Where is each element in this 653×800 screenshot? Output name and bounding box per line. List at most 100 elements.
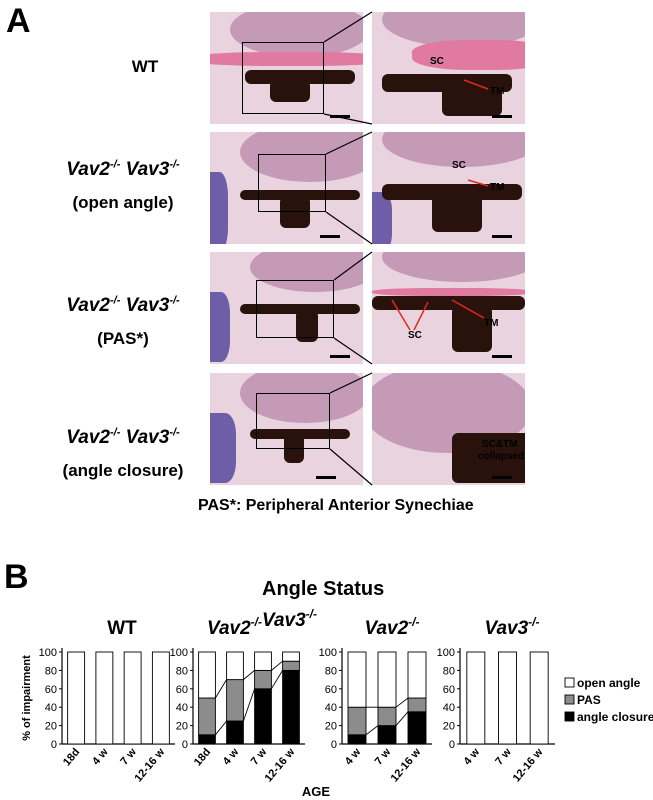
bar-angle-closure <box>407 711 427 745</box>
bar-open-angle <box>123 651 142 745</box>
bar-open-angle <box>254 651 272 671</box>
panel-title: Vav3-/- <box>485 615 540 639</box>
zoom-connectors <box>323 11 489 486</box>
label-sc: SC <box>408 330 422 341</box>
y-tick-label: 20 <box>176 721 188 733</box>
label-sc-tm: SC&TM <box>482 439 518 450</box>
y-tick-label: 0 <box>51 739 57 751</box>
x-tick-label: 12-16 w <box>263 746 298 785</box>
x-tick-label: 4 w <box>90 746 111 768</box>
connector-line <box>395 711 409 726</box>
micrograph-pas-overview <box>210 252 363 364</box>
bar-angle-closure <box>377 725 397 745</box>
x-tick-label: 18d <box>61 746 82 768</box>
bar-angle-closure <box>347 734 367 745</box>
y-tick-label: 0 <box>182 739 188 751</box>
bar-open-angle <box>67 651 86 745</box>
bar-angle-closure <box>198 734 216 745</box>
row-label-open-angle: Vav2-/- Vav3-/- (open angle) <box>38 152 208 223</box>
connector-line <box>215 679 227 699</box>
bar-pas <box>282 660 300 671</box>
micrograph-wt-overview <box>210 12 363 124</box>
micrograph-angle-closure-overview <box>210 373 363 485</box>
x-tick-label: 12-16 w <box>389 746 424 785</box>
bar-angle-closure <box>226 720 244 745</box>
y-tick-label: 60 <box>325 684 337 696</box>
legend-swatch <box>564 677 575 688</box>
bar-pas <box>377 706 397 727</box>
y-tick-label: 20 <box>325 721 337 733</box>
figure-caption: PAS*: Peripheral Anterior Synechiae <box>198 497 474 514</box>
x-tick-label: 4 w <box>221 746 242 768</box>
bar-open-angle <box>529 651 549 745</box>
connector-line <box>365 725 379 736</box>
x-tick-label: 12-16 w <box>132 746 167 785</box>
row-sublabel: (angle closure) <box>62 461 184 481</box>
y-tick-label: 60 <box>45 684 57 696</box>
bar-open-angle <box>282 651 300 662</box>
micrograph-open-angle-zoom: SC TM <box>372 132 525 244</box>
bar-open-angle <box>407 651 427 699</box>
x-tick-label: 18d <box>192 746 213 768</box>
y-tick-label: 80 <box>325 665 337 677</box>
x-axis-label: AGE <box>302 784 331 799</box>
label-tm: TM <box>484 318 499 329</box>
connector-line <box>395 697 409 708</box>
y-tick-label: 20 <box>45 721 57 733</box>
x-tick-label: 7 w <box>118 746 139 768</box>
legend-label: open angle <box>577 676 641 690</box>
x-tick-label: 4 w <box>462 746 483 768</box>
row-sublabel: (open angle) <box>72 193 174 213</box>
micrograph-angle-closure-zoom: SC&TM collapsed <box>372 373 525 485</box>
legend-swatch <box>564 694 575 705</box>
y-tick-label: 60 <box>176 684 188 696</box>
bar-open-angle <box>198 651 216 699</box>
row-label-wt-text: WT <box>131 57 159 76</box>
label-sc: SC <box>430 56 444 67</box>
bar-open-angle <box>226 651 244 681</box>
legend-swatch <box>564 711 575 722</box>
label-sc: SC <box>452 160 466 171</box>
label-tm: TM <box>490 182 505 193</box>
bar-open-angle <box>466 651 486 745</box>
row-sublabel: (PAS*) <box>97 329 149 349</box>
bar-open-angle <box>377 651 397 708</box>
y-tick-label: 80 <box>176 665 188 677</box>
bar-pas <box>226 679 244 722</box>
label-tm: TM <box>490 86 505 97</box>
panel-a-letter: A <box>6 2 31 40</box>
y-tick-label: 80 <box>443 665 455 677</box>
genotype-label: Vav2-/- Vav3-/- <box>66 295 180 317</box>
bar-angle-closure <box>254 688 272 745</box>
connector-line <box>242 688 256 722</box>
connector-line <box>271 670 283 690</box>
bar-open-angle <box>347 651 367 708</box>
y-tick-label: 60 <box>443 684 455 696</box>
y-tick-label: 20 <box>443 721 455 733</box>
y-tick-label: 100 <box>437 647 455 659</box>
label-collapsed: collapsed <box>478 451 525 462</box>
y-tick-label: 100 <box>39 647 57 659</box>
x-tick-label: 12-16 w <box>511 746 546 785</box>
chart-title: Angle Status <box>262 578 385 600</box>
genotype-label: Vav2-/- Vav3-/- <box>66 159 180 181</box>
x-tick-label: 4 w <box>343 746 364 768</box>
y-tick-label: 0 <box>331 739 337 751</box>
micrograph-open-angle-overview <box>210 132 363 244</box>
bar-angle-closure <box>282 669 300 745</box>
x-tick-label: 7 w <box>373 746 394 768</box>
bar-pas <box>347 706 367 736</box>
y-tick-label: 40 <box>176 702 188 714</box>
connector-line <box>271 660 283 671</box>
y-axis-label: % of impairment <box>21 655 33 741</box>
bar-pas <box>254 669 272 690</box>
connector-line <box>215 720 227 736</box>
row-label-angle-closure: Vav2-/- Vav3-/- (angle closure) <box>38 420 208 491</box>
legend-label: PAS <box>577 693 601 707</box>
y-tick-label: 100 <box>319 647 337 659</box>
bar-open-angle <box>95 651 114 745</box>
x-tick-label: 7 w <box>493 746 514 768</box>
y-tick-label: 80 <box>45 665 57 677</box>
panel-b-letter: B <box>4 558 29 596</box>
